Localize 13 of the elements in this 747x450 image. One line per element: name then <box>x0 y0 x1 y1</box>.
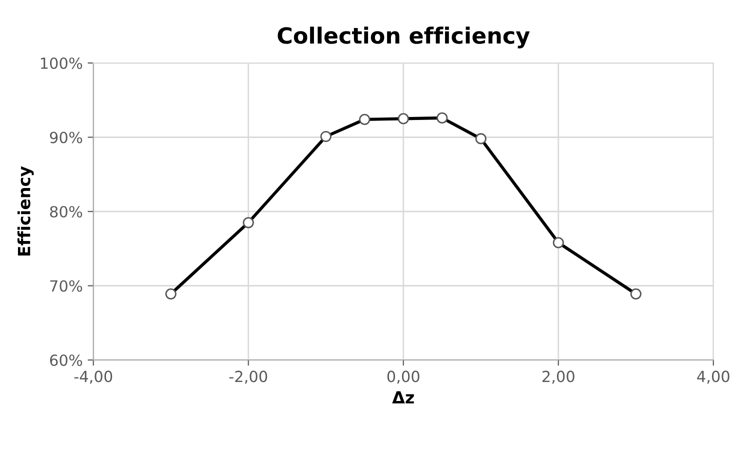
y-tick-label: 100% <box>40 57 82 70</box>
x-tick-label: 2,00 <box>542 370 574 384</box>
x-tick-label: 0,00 <box>387 370 420 384</box>
y-tick-label: 60% <box>50 354 82 366</box>
y-tick-label: 90% <box>50 132 82 144</box>
y-tick-label: 80% <box>50 206 82 218</box>
x-axis-title: Δz <box>392 391 414 404</box>
y-tick-label: 70% <box>50 280 82 292</box>
chart-title: Collection efficiency <box>278 26 530 48</box>
x-tick-label: -2,00 <box>229 370 268 384</box>
y-axis-title: Efficiency <box>17 166 34 256</box>
x-tick-label: 4,00 <box>697 370 730 384</box>
x-tick-label: -4,00 <box>74 370 112 384</box>
